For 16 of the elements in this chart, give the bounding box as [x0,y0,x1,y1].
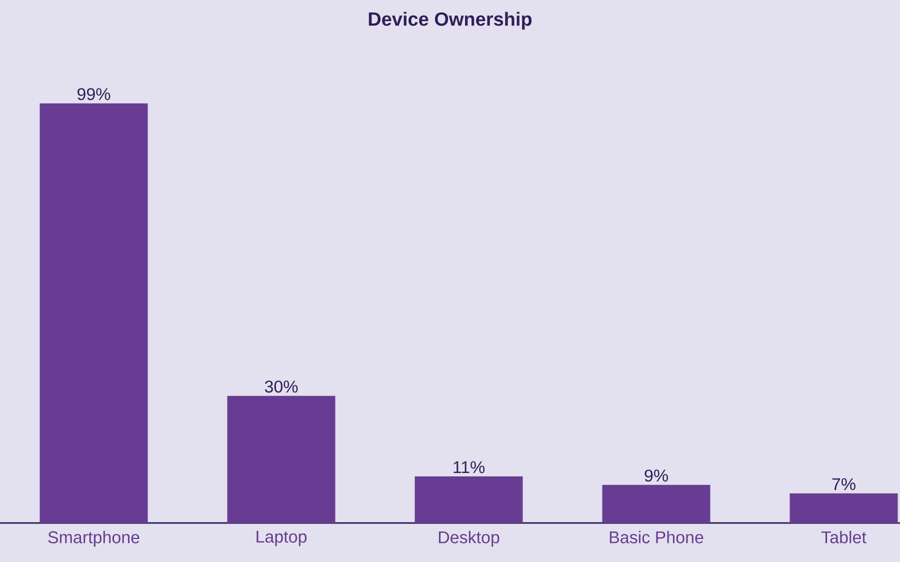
data-label: 30% [264,380,298,393]
x-tick-label: Desktop [438,530,500,547]
data-label: 11% [454,461,485,474]
x-tick-label: Smartphone [48,530,140,547]
x-tick-label: Basic Phone [610,530,704,544]
bar [227,396,336,523]
x-tick-label: Laptop [256,530,307,546]
bar [602,484,710,523]
bar [790,493,898,523]
bar [40,103,148,523]
data-label: 7% [832,478,856,490]
bar [414,476,523,523]
x-tick-label: Tablet [821,530,866,544]
data-label: 99% [78,88,110,100]
data-label: 9% [644,470,668,482]
chart-title: Device Ownership [368,12,532,30]
